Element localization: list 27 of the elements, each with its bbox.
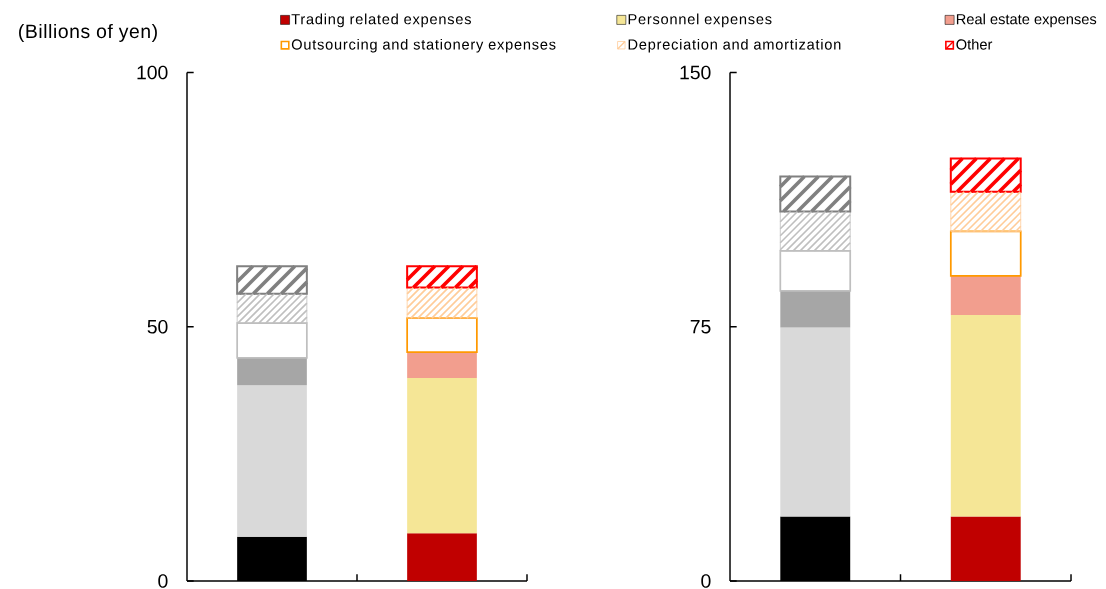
- y-tick-label: 0: [701, 574, 711, 588]
- legend-label: Other: [956, 38, 993, 50]
- bar: [237, 357, 307, 386]
- legend-label: Trading related expenses: [291, 13, 471, 28]
- bar: [950, 275, 1021, 315]
- legend-label: Personnel expenses: [628, 13, 772, 28]
- legend-label: Outsourcing and stationery expenses: [291, 38, 556, 53]
- bar: [780, 290, 851, 328]
- y-tick-label: 50: [147, 319, 168, 334]
- bar: [949, 157, 1022, 193]
- bar: [236, 265, 308, 295]
- bar: [406, 265, 478, 289]
- bar: [407, 352, 477, 379]
- bar: [407, 378, 477, 534]
- bar: [237, 385, 307, 537]
- bar: [780, 327, 851, 517]
- bar: [407, 533, 477, 581]
- bar: [950, 314, 1021, 517]
- y-axis-title: (Billions of yen): [19, 23, 157, 42]
- y-tick-label: 0: [158, 574, 168, 588]
- y-tick-label: 100: [137, 65, 168, 80]
- y-tick-label: 150: [680, 65, 711, 80]
- y-tick-label: 75: [690, 320, 711, 334]
- bar: [950, 516, 1021, 581]
- legend-label: Real estate expenses: [956, 13, 1097, 28]
- bar: [779, 175, 852, 213]
- legend-label: Depreciation and amortization: [628, 38, 841, 53]
